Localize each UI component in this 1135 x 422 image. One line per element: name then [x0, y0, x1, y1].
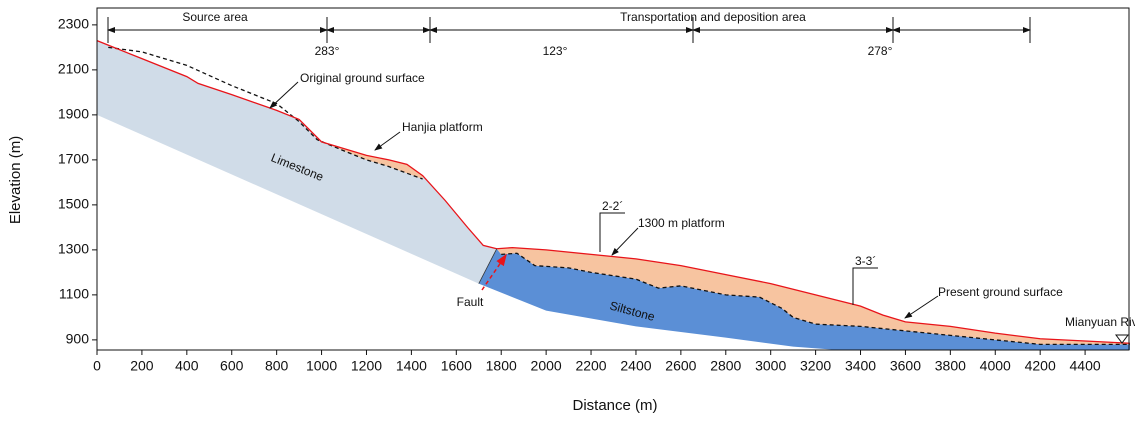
annotation: Fault	[457, 295, 484, 309]
x-tick-label: 600	[220, 358, 244, 374]
y-tick-label: 1300	[58, 241, 89, 257]
x-tick-label: 0	[93, 358, 101, 374]
x-tick-label: 4000	[980, 358, 1011, 374]
x-tick-label: 3400	[845, 358, 876, 374]
x-tick-label: 3600	[890, 358, 921, 374]
x-tick-label: 2800	[710, 358, 741, 374]
x-tick-label: 2200	[575, 358, 606, 374]
annotation: 1300 m platform	[638, 216, 725, 230]
annotation: Hanjia platform	[402, 120, 483, 134]
chart: Distance (m) Elevation (m) 0 200 400 600 800…	[0, 0, 1135, 417]
x-axis-label: Distance (m)	[572, 397, 657, 414]
x-tick-label: 1000	[306, 358, 337, 374]
section-marker	[600, 213, 625, 252]
pointer-arrow	[612, 228, 638, 255]
annotation: 283°	[315, 44, 340, 58]
x-tick-label: 3800	[935, 358, 966, 374]
annotation: 123°	[543, 44, 568, 58]
x-tick-label: 1600	[441, 358, 472, 374]
annotation: 278°	[868, 44, 893, 58]
annotation: 3-3´	[855, 254, 876, 268]
annotation: Original ground surface	[300, 71, 425, 85]
x-tick-label: 2400	[620, 358, 651, 374]
pointer-arrow	[905, 296, 938, 318]
x-tick-label: 800	[265, 358, 289, 374]
pointer-arrow	[270, 82, 298, 108]
x-tick-label: 4200	[1025, 358, 1056, 374]
water-level	[1116, 335, 1128, 343]
y-tick-label: 1100	[59, 286, 89, 302]
y-tick-label: 2300	[58, 16, 89, 32]
x-tick-label: 1400	[396, 358, 427, 374]
y-tick-label: 900	[66, 331, 90, 347]
x-tick-label: 4400	[1070, 358, 1101, 374]
annotation: Source area	[182, 10, 248, 24]
y-tick-label: 1900	[58, 106, 89, 122]
pointer-arrow	[375, 132, 400, 150]
x-tick-label: 2000	[531, 358, 562, 374]
y-tick-label: 1700	[58, 151, 89, 167]
x-tick-label: 400	[175, 358, 199, 374]
annotation: Transportation and deposition area	[620, 10, 806, 24]
y-axis-label: Elevation (m)	[7, 136, 24, 224]
x-tick-label: 1200	[351, 358, 382, 374]
annotation: Present ground surface	[938, 285, 1063, 299]
x-tick-label: 3000	[755, 358, 786, 374]
x-tick-label: 200	[130, 358, 154, 374]
y-tick-label: 2100	[58, 61, 89, 77]
section-marker	[853, 268, 878, 305]
x-tick-label: 3200	[800, 358, 831, 374]
y-tick-label: 1500	[58, 196, 89, 212]
annotation: 2-2´	[602, 199, 623, 213]
x-tick-label: 1800	[486, 358, 517, 374]
annotation: Mianyuan River	[1065, 315, 1135, 329]
x-tick-label: 2600	[665, 358, 696, 374]
